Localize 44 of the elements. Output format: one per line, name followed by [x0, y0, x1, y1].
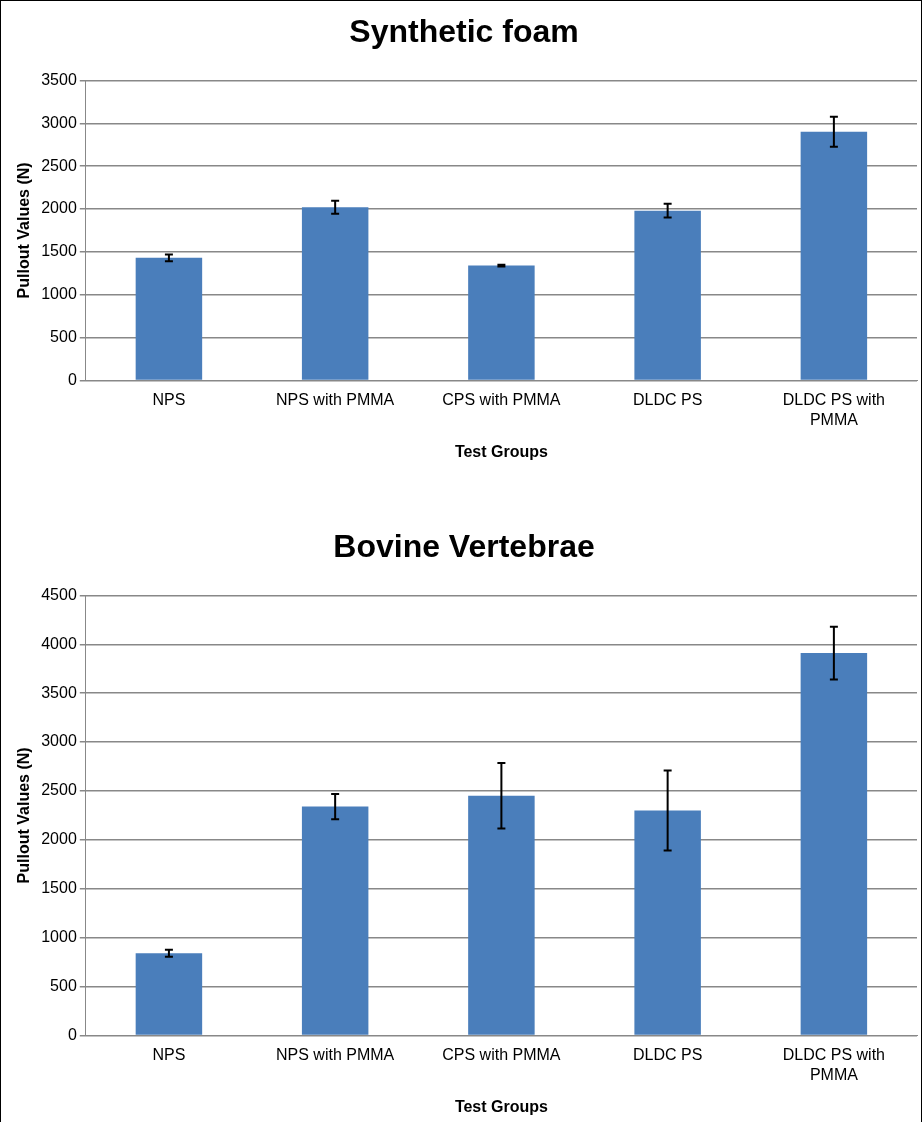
bar	[634, 810, 701, 1035]
x-tick-label: DLDC PS with PMMA	[782, 391, 885, 428]
y-tick-label: 3000	[41, 113, 77, 131]
y-tick-label: 2500	[41, 156, 77, 174]
y-axis-title: Pullout Values (N)	[15, 747, 33, 884]
y-tick-label: 4000	[41, 634, 77, 652]
y-tick-label: 2500	[41, 781, 77, 799]
y-tick-label: 3500	[41, 683, 77, 701]
y-tick-label: 0	[67, 370, 77, 388]
y-tick-label: 1000	[41, 285, 77, 303]
y-tick-label: 0	[67, 1025, 77, 1043]
y-axis-title: Pullout Values (N)	[15, 162, 33, 299]
x-tick-label: DLDC PS with PMMA	[782, 1046, 885, 1083]
y-tick-label: 2000	[41, 199, 77, 217]
bar	[800, 653, 868, 1035]
x-tick-label: NPS with PMMA	[276, 1046, 395, 1064]
y-tick-label: 2000	[41, 830, 77, 848]
bar	[301, 806, 369, 1035]
y-tick-label: 500	[50, 327, 77, 345]
x-axis-title: Test Groups	[454, 1097, 549, 1115]
x-tick-label: CPS with PMMA	[442, 1046, 561, 1064]
bar	[468, 795, 535, 1035]
x-tick-label: NPS	[152, 391, 186, 409]
x-axis-title: Test Groups	[454, 442, 549, 460]
y-tick-label: 3000	[41, 732, 77, 750]
y-tick-label: 4500	[41, 585, 77, 603]
y-tick-label: 1500	[41, 879, 77, 897]
bar	[135, 257, 203, 380]
x-tick-label: DLDC PS	[632, 1046, 703, 1064]
x-tick-label: DLDC PS	[632, 391, 703, 409]
x-tick-label: CPS with PMMA	[442, 391, 561, 409]
bar	[135, 953, 203, 1035]
bar	[800, 131, 868, 380]
bar	[634, 210, 701, 380]
y-tick-label: 1500	[41, 242, 77, 260]
x-tick-label: NPS with PMMA	[276, 391, 395, 409]
chart-title: Synthetic foam	[349, 13, 579, 50]
y-tick-label: 1000	[41, 928, 77, 946]
y-tick-label: 3500	[41, 70, 77, 88]
y-tick-label: 500	[50, 976, 77, 994]
bar	[468, 265, 535, 380]
x-tick-label: NPS	[152, 1046, 186, 1064]
bar	[301, 207, 369, 380]
chart-title: Bovine Vertebrae	[333, 528, 595, 565]
